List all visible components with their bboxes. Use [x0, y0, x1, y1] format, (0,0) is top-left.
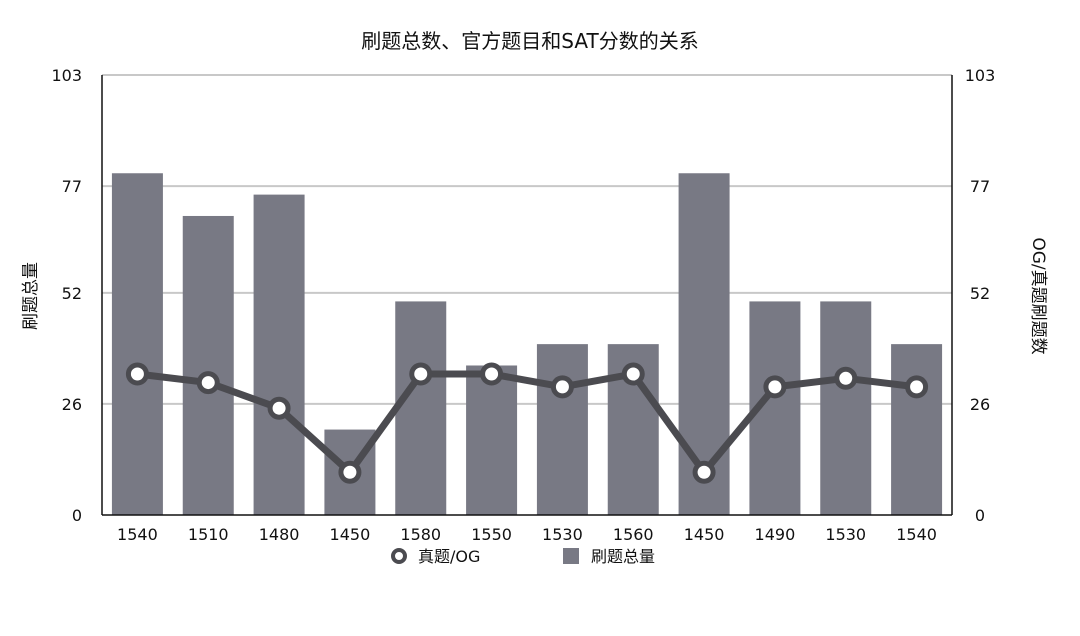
- x-tick-label: 1490: [755, 525, 796, 544]
- line-point: [763, 375, 787, 399]
- line-point: [550, 375, 574, 399]
- y-tick-label-right: 0: [975, 506, 985, 525]
- line-point: [905, 375, 929, 399]
- x-tick-label: 1480: [259, 525, 300, 544]
- y-tick-label-left: 77: [62, 177, 82, 196]
- x-tick-label: 1530: [542, 525, 583, 544]
- bar: [678, 173, 730, 515]
- legend-line-marker: [391, 548, 407, 564]
- y-tick-label-left: 52: [62, 284, 82, 303]
- x-tick-label: 1450: [684, 525, 725, 544]
- line-point: [409, 362, 433, 386]
- y-tick-label-right: 52: [970, 284, 990, 303]
- bar: [111, 173, 163, 515]
- bar: [182, 215, 234, 515]
- y-tick-label-right: 103: [965, 66, 996, 85]
- x-tick-label: 1550: [471, 525, 512, 544]
- bar: [891, 344, 943, 515]
- y-tick-label-left: 103: [51, 66, 82, 85]
- legend-bar-label: 刷题总量: [591, 547, 655, 566]
- line-point: [338, 460, 362, 484]
- bar: [820, 301, 872, 515]
- y-tick-label-right: 77: [970, 177, 990, 196]
- axes: [101, 75, 953, 516]
- line-point: [480, 362, 504, 386]
- chart-title: 刷题总数、官方题目和SAT分数的关系: [361, 29, 698, 53]
- x-tick-label: 1510: [188, 525, 229, 544]
- x-tick-label: 1450: [330, 525, 371, 544]
- y-tick-label-right: 26: [970, 395, 990, 414]
- bar: [395, 301, 447, 515]
- legend: 真题/OG 刷题总量: [391, 547, 655, 566]
- left-y-axis-title: 刷题总量: [21, 262, 41, 330]
- line-point: [621, 362, 645, 386]
- line-point: [196, 371, 220, 395]
- x-tick-label: 1540: [896, 525, 937, 544]
- legend-bar-swatch: [563, 548, 579, 564]
- y-tick-label-left: 26: [62, 395, 82, 414]
- left-y-ticks: 0 26 52 77 103: [51, 66, 82, 525]
- x-tick-label: 1580: [400, 525, 441, 544]
- bar-series: [111, 173, 943, 516]
- bar: [253, 194, 305, 516]
- line-series: [125, 362, 929, 484]
- x-ticks: 1540 1510 1480 1450 1580 1550 1530 1560 1450 1490…: [117, 525, 937, 544]
- line-point: [125, 362, 149, 386]
- line-point: [692, 460, 716, 484]
- legend-line-label: 真题/OG: [418, 547, 480, 566]
- gridlines: [102, 74, 952, 405]
- line-point: [267, 396, 291, 420]
- bar: [466, 365, 518, 515]
- series-line: [133, 370, 921, 476]
- line-point: [834, 366, 858, 390]
- y-tick-label-left: 0: [72, 506, 82, 525]
- x-tick-label: 1560: [613, 525, 654, 544]
- x-tick-label: 1540: [117, 525, 158, 544]
- right-y-ticks: 0 26 52 77 103: [965, 66, 996, 525]
- right-y-axis-title: OG/真题刷题数: [1028, 237, 1048, 354]
- x-tick-label: 1530: [825, 525, 866, 544]
- bar: [536, 344, 588, 515]
